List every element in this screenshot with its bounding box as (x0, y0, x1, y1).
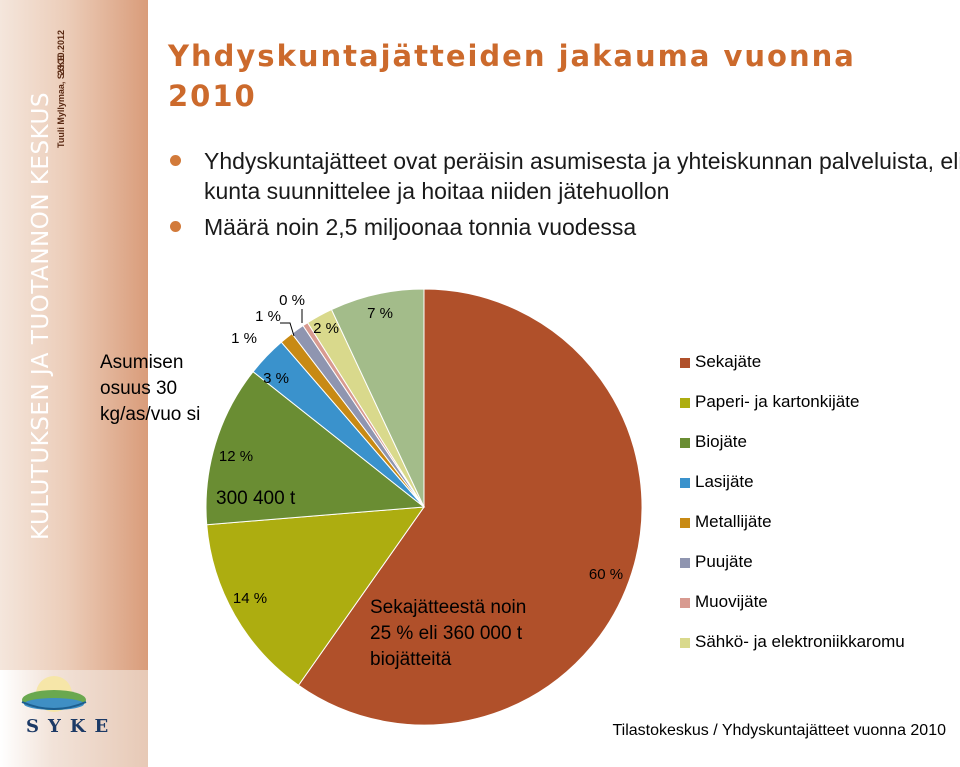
legend-label: Puujäte (695, 552, 753, 571)
legend-item: Biojäte (678, 432, 958, 472)
sidebar: KULUTUKSEN JA TUOTANNON KESKUS Tuuli Myl… (0, 0, 148, 767)
bullet-list: Yhdyskuntajätteet ovat peräisin asumises… (168, 146, 960, 248)
chart-legend: Sekajäte Paperi- ja kartonkijäte Biojäte… (678, 352, 958, 672)
slice-label: 1 % (231, 330, 257, 347)
logo-text: SYKE (26, 716, 118, 737)
legend-item: Paperi- ja kartonkijäte (678, 392, 958, 432)
legend-swatch (680, 438, 690, 448)
legend-label: Paperi- ja kartonkijäte (695, 392, 860, 411)
legend-item: Lasijäte (678, 472, 958, 512)
legend-swatch (680, 358, 690, 368)
slice-label: 0 % (279, 292, 305, 309)
annotation-biojate-amount: 300 400 t (216, 488, 296, 509)
pie-slice (206, 506, 426, 686)
pie-slice (297, 288, 643, 726)
legend-label: Lasijäte (695, 472, 754, 491)
legend-item: Puujäte (678, 552, 958, 592)
slice-label: 12 % (219, 448, 253, 465)
syke-logo-icon (21, 676, 87, 712)
sidebar-band (0, 0, 148, 670)
legend-label: Metallijäte (695, 512, 772, 531)
legend-item: Muovijäte (678, 592, 958, 632)
legend-item: Sekajäte (678, 352, 958, 392)
pie-slice (205, 370, 426, 526)
annotation-sekajate-biowaste: Sekajätteestä noin 25 % eli 360 000 t bioj… (370, 597, 526, 670)
source-note: Tilastokeskus / Yhdyskuntajätteet vuonna… (612, 722, 946, 739)
bullet-text: Määrä noin 2,5 miljoonaa tonnia vuodessa (204, 214, 637, 240)
bullet-item: Määrä noin 2,5 miljoonaa tonnia vuodessa (168, 212, 960, 242)
legend-swatch (680, 398, 690, 408)
bullet-text: Yhdyskuntajätteet ovat peräisin asumises… (204, 148, 960, 204)
legend-item: Metallijäte (678, 512, 958, 552)
page-title: Yhdyskuntajätteiden jakauma vuonna 2010 (168, 39, 856, 113)
side-note: Asumisen osuus 30 kg/as/vuo si (100, 352, 201, 425)
bullet-dot-icon (170, 221, 181, 232)
bullet-item: Yhdyskuntajätteet ovat peräisin asumises… (168, 146, 960, 206)
bullet-dot-icon (170, 155, 181, 166)
slice-label: 14 % (233, 590, 267, 607)
legend-label: Sekajäte (695, 352, 762, 371)
legend-swatch (680, 518, 690, 528)
pie-slice (330, 288, 425, 508)
legend-swatch (680, 638, 690, 648)
leader-line (280, 322, 295, 337)
legend-swatch (680, 558, 690, 568)
legend-label: Biojäte (695, 432, 747, 451)
legend-item: Sähkö- ja elektroniikkaromu (678, 632, 958, 672)
slice-label: 1 % (255, 308, 281, 325)
slice-label: 7 % (367, 305, 393, 322)
legend-swatch (680, 478, 690, 488)
slice-label: 60 % (589, 566, 623, 583)
legend-swatch (680, 598, 690, 608)
slice-label: 2 % (313, 320, 339, 337)
slice-label: 3 % (263, 370, 289, 387)
legend-label: Muovijäte (695, 592, 768, 611)
legend-label: Sähkö- ja elektroniikkaromu (695, 632, 905, 651)
